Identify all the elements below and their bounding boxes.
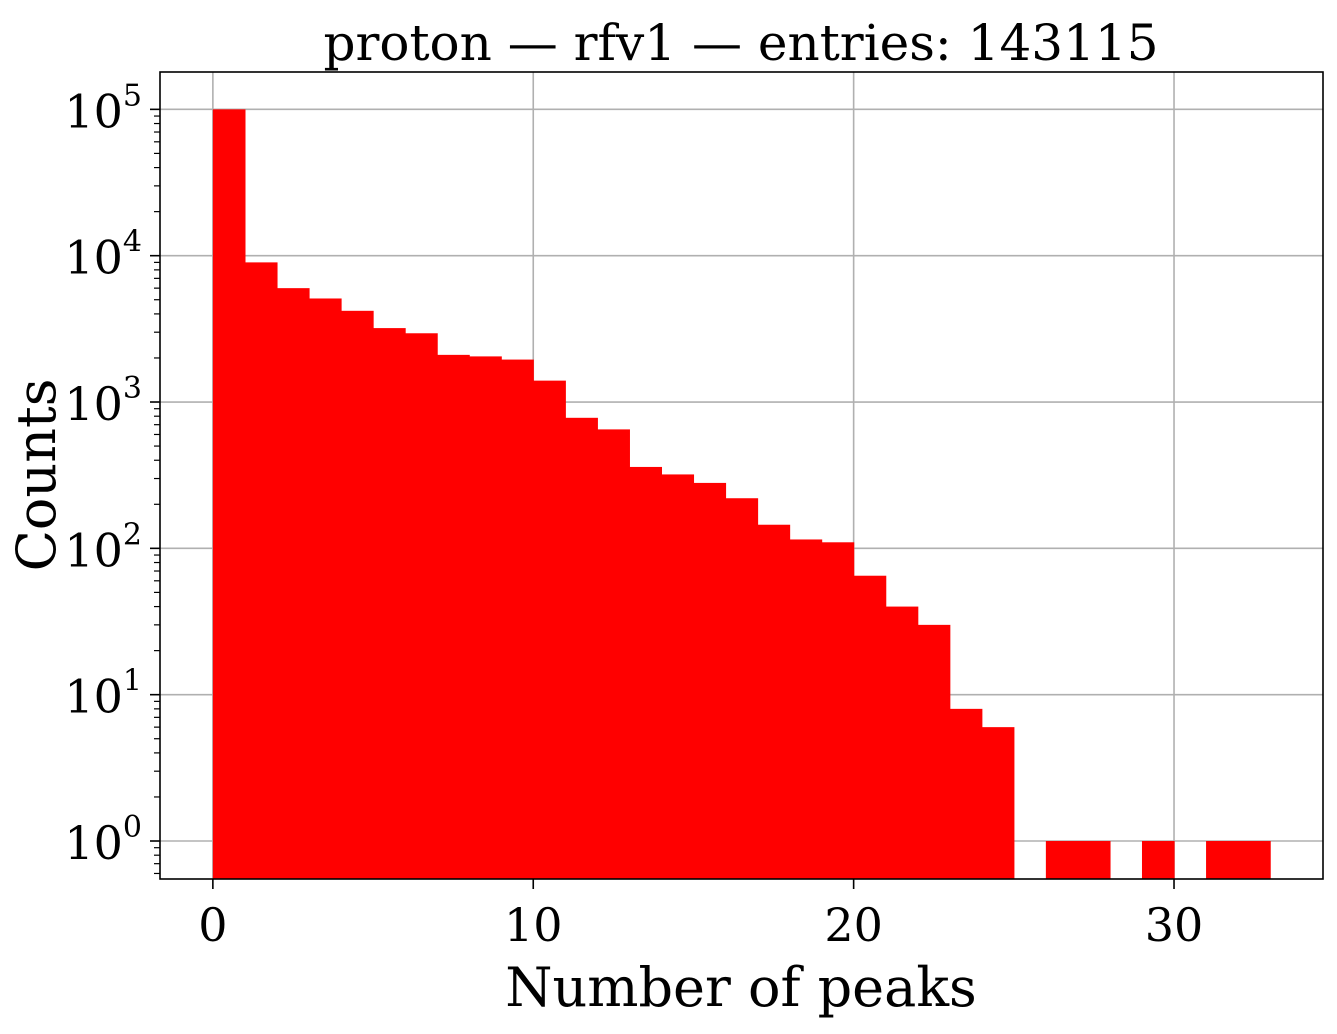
histogram-bar [1045,841,1079,879]
histogram-bar [308,298,342,879]
histogram-bar [533,380,566,879]
histogram-bar [693,482,727,879]
histogram-bar [244,262,278,879]
x-axis-label: Number of peaks [505,956,977,1019]
histogram-bar [821,542,855,879]
histogram-bar [276,288,310,879]
histogram-bar [661,474,695,879]
histogram-bar [917,624,951,879]
histogram-bar [501,359,534,879]
y-tick-label: 104 [64,225,142,285]
histogram-bar [1077,841,1111,879]
histogram-bar [789,539,823,879]
y-tick-label: 102 [64,517,142,577]
histogram-bar [629,466,663,879]
x-axis-ticks: 0 10 20 30 [198,879,1203,952]
histogram-bar [949,708,983,879]
x-tick-label: 30 [1145,898,1204,952]
histogram-bar [405,333,438,880]
chart-title: proton — rfv1 — entries: 143115 [323,14,1158,72]
bars [212,109,1271,880]
y-tick-label: 101 [64,664,142,724]
histogram-bar [373,328,406,880]
histogram-bar [597,429,630,879]
y-tick-label: 100 [64,810,142,870]
y-axis-ticks: 100 101 102 103 104 105 [64,78,160,875]
histogram-bar [1206,841,1239,879]
histogram-bar [565,417,598,879]
histogram-bar [437,354,470,879]
histogram-bar [1238,841,1271,879]
x-tick-label: 10 [504,898,563,952]
histogram-bar [757,524,791,879]
histogram-bar [212,109,246,879]
y-tick-label: 105 [64,78,142,138]
histogram-bar [725,498,759,879]
x-tick-label: 20 [824,898,883,952]
histogram-bar [341,310,374,879]
y-axis-label: Counts [5,379,68,572]
x-tick-label: 0 [198,898,227,952]
y-tick-label: 103 [64,371,142,431]
histogram-bar [853,575,887,879]
histogram-bar [885,606,919,879]
histogram-bar [469,356,502,879]
histogram-bar [1141,841,1175,879]
histogram-bar [981,727,1015,879]
plot-frame [159,71,1324,880]
